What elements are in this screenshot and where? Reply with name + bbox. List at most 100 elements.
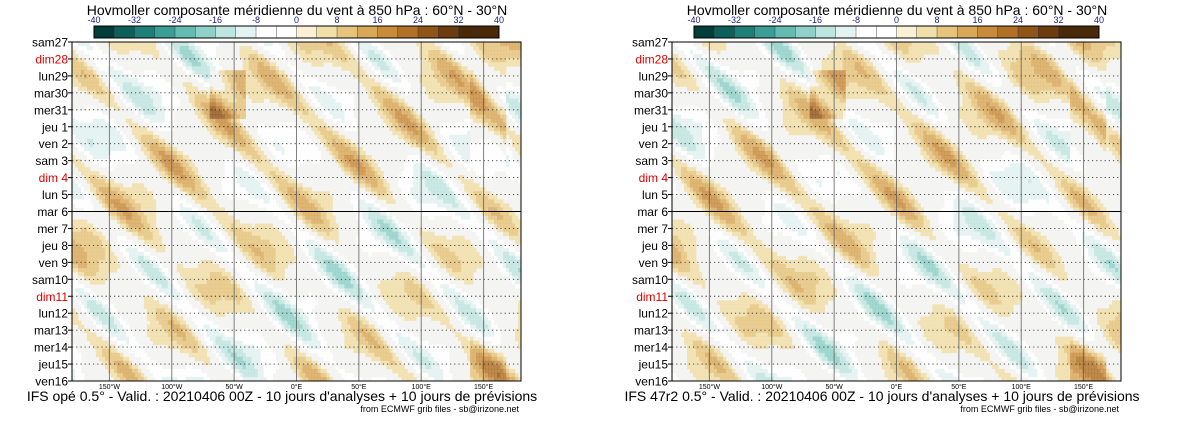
field-cell <box>467 247 471 253</box>
field-cell <box>431 54 435 59</box>
field-cell <box>449 207 453 212</box>
field-cell <box>287 130 291 136</box>
field-cell <box>341 167 345 172</box>
field-cell <box>308 251 312 257</box>
field-cell <box>77 227 82 233</box>
field-cell <box>152 78 157 83</box>
field-cell <box>143 211 148 216</box>
field-cell <box>476 155 480 160</box>
field-cell <box>335 159 339 164</box>
field-cell <box>281 70 285 75</box>
field-cell <box>350 167 354 172</box>
field-cell <box>269 62 273 67</box>
field-cell <box>299 199 303 204</box>
field-cell <box>197 42 202 47</box>
field-cell <box>356 159 360 164</box>
field-cell <box>221 78 226 83</box>
field-cell <box>428 171 432 176</box>
field-cell <box>254 146 258 152</box>
field-cell <box>518 150 521 156</box>
field-cell <box>200 239 205 245</box>
field-cell <box>74 223 79 229</box>
field-cell <box>287 191 291 196</box>
field-cell <box>452 42 456 47</box>
field-cell <box>416 118 420 124</box>
field-cell <box>329 134 333 140</box>
field-cell <box>389 191 393 196</box>
field-cell <box>92 187 97 192</box>
field-cell <box>488 150 492 156</box>
field-cell <box>212 106 217 112</box>
field-cell <box>263 167 267 172</box>
field-cell <box>230 134 235 140</box>
field-cell <box>74 199 79 204</box>
field-cell <box>212 223 217 229</box>
field-cell <box>308 191 312 196</box>
field-cell <box>134 98 139 103</box>
field-cell <box>266 175 270 180</box>
field-cell <box>95 187 100 192</box>
field-cell <box>170 199 175 204</box>
field-cell <box>383 235 387 241</box>
field-cell <box>248 50 252 55</box>
field-cell <box>72 239 76 245</box>
field-cell <box>389 94 393 99</box>
field-cell <box>473 78 477 83</box>
field-cell <box>245 239 249 245</box>
field-cell <box>386 66 390 71</box>
field-cell <box>224 138 229 144</box>
field-cell <box>203 219 208 225</box>
field-cell <box>140 102 145 107</box>
field-cell <box>434 62 438 67</box>
field-cell <box>116 199 121 204</box>
field-cell <box>257 58 261 63</box>
field-cell <box>488 138 492 144</box>
field-cell <box>323 215 327 220</box>
field-cell <box>101 66 106 71</box>
field-cell <box>287 159 291 164</box>
field-cell <box>368 183 372 188</box>
field-cell <box>86 66 91 71</box>
field-cell <box>320 82 324 87</box>
field-cell <box>347 118 351 124</box>
field-cell <box>227 110 232 116</box>
field-cell <box>347 150 351 156</box>
field-cell <box>305 187 309 192</box>
field-cell <box>182 42 187 47</box>
field-cell <box>470 195 474 200</box>
field-cell <box>458 243 462 249</box>
field-cell <box>206 54 211 59</box>
field-cell <box>476 159 480 164</box>
field-cell <box>197 211 202 216</box>
field-cell <box>374 102 378 107</box>
field-cell <box>290 46 294 51</box>
field-cell <box>308 150 312 156</box>
field-cell <box>344 62 348 67</box>
field-cell <box>149 74 154 79</box>
field-cell <box>86 142 91 148</box>
field-cell <box>299 195 303 200</box>
field-cell <box>251 183 255 188</box>
field-cell <box>134 78 139 83</box>
field-cell <box>134 86 139 91</box>
field-cell <box>455 98 459 103</box>
field-cell <box>389 251 393 257</box>
field-cell <box>275 98 279 103</box>
field-cell <box>119 223 124 229</box>
field-cell <box>206 195 211 200</box>
field-cell <box>239 195 244 200</box>
field-cell <box>326 251 330 257</box>
field-cell <box>392 66 396 71</box>
field-cell <box>89 231 94 237</box>
field-cell <box>191 90 196 95</box>
field-cell <box>173 50 178 55</box>
field-cell <box>296 126 300 132</box>
field-cell <box>257 42 261 47</box>
field-cell <box>215 247 220 253</box>
field-cell <box>140 82 145 87</box>
field-cell <box>128 82 133 87</box>
field-cell <box>452 58 456 63</box>
field-cell <box>86 167 91 172</box>
field-cell <box>152 70 157 75</box>
field-cell <box>110 42 115 47</box>
